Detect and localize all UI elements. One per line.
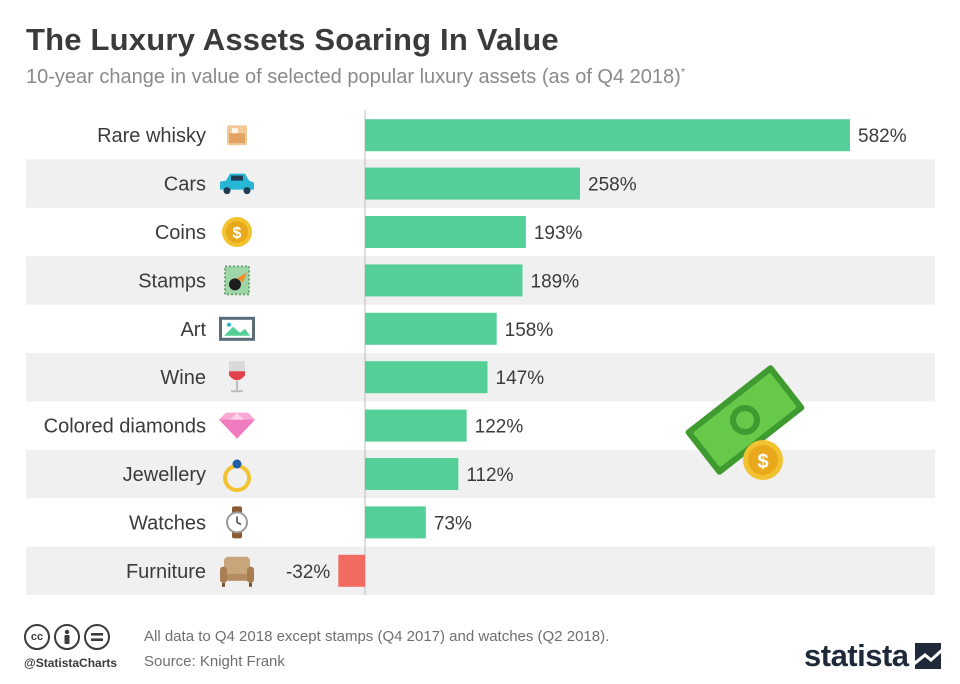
footer: cc @StatistaCharts All data to Q4 2018 e… [0, 618, 960, 684]
bar[interactable] [365, 506, 426, 539]
bar[interactable] [338, 554, 365, 587]
value-label: 258% [588, 175, 637, 196]
watch-icon [226, 506, 248, 539]
row-stripe [26, 449, 935, 499]
chart-title: The Luxury Assets Soaring In Value [26, 22, 559, 57]
bar[interactable] [365, 312, 497, 345]
value-label: 582% [858, 126, 907, 147]
category-label: Jewellery [123, 464, 206, 486]
value-label: 122% [475, 417, 524, 438]
svg-text:$: $ [757, 451, 768, 473]
painting-icon [219, 316, 255, 341]
car-icon [220, 173, 254, 195]
bar-chart: Rare whisky 582% Cars 258% Coins $193% Stamps 1… [26, 110, 935, 595]
bar[interactable] [365, 216, 526, 248]
category-label: Colored diamonds [44, 416, 206, 438]
social-handle[interactable]: @StatistaCharts [24, 656, 118, 670]
brand-name: statista [804, 638, 909, 673]
coin-icon: $ [222, 217, 252, 247]
value-label: 147% [496, 368, 545, 389]
category-label: Art [180, 319, 206, 341]
value-label: 193% [534, 223, 583, 244]
statista-logo[interactable]: statista [804, 638, 941, 674]
nd-icon[interactable] [84, 624, 110, 650]
subtitle-footnote-mark: * [680, 66, 686, 79]
value-label: 73% [434, 513, 472, 534]
bar[interactable] [365, 361, 488, 394]
value-label: -32% [286, 562, 330, 583]
money-illustration-icon: $ [685, 365, 805, 480]
bar[interactable] [365, 264, 523, 297]
value-label: 112% [466, 465, 513, 486]
whisky-glass-icon [227, 125, 247, 146]
category-label: Rare whisky [97, 125, 206, 147]
ring-icon [223, 459, 251, 492]
bar[interactable] [365, 409, 467, 442]
bar[interactable] [365, 458, 459, 490]
wine-glass-icon [229, 361, 245, 393]
bar[interactable] [365, 119, 850, 152]
statista-mark-icon [914, 643, 941, 669]
category-label: Cars [164, 174, 206, 196]
source-text: Source: Knight Frank [144, 653, 285, 670]
category-label: Furniture [126, 561, 206, 583]
category-label: Stamps [138, 270, 206, 292]
cc-icon[interactable]: cc [24, 624, 50, 650]
value-label: 158% [505, 320, 554, 341]
bar[interactable] [365, 167, 580, 200]
diamond-icon [219, 412, 255, 439]
subtitle-text: 10-year change in value of selected popu… [26, 66, 681, 88]
value-label: 189% [531, 271, 580, 292]
license-icons: cc [24, 624, 110, 650]
by-icon[interactable] [54, 624, 80, 650]
category-label: Watches [129, 512, 206, 534]
category-label: Coins [155, 222, 206, 244]
chart-subtitle: 10-year change in value of selected popu… [26, 66, 685, 89]
stamp-icon [224, 265, 250, 296]
row-stripe [26, 546, 935, 595]
category-label: Wine [160, 367, 206, 389]
svg-text:$: $ [233, 225, 242, 242]
footnote: All data to Q4 2018 except stamps (Q4 20… [144, 628, 610, 645]
armchair-icon [220, 556, 254, 587]
